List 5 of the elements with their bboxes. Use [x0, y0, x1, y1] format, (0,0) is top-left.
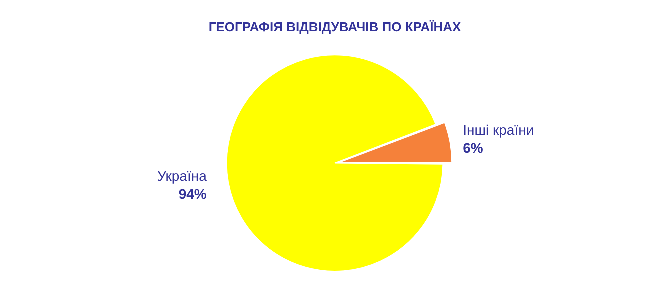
slice-label: Інші країни [463, 122, 534, 138]
chart-title: ГЕОГРАФІЯ ВІДВІДУВАЧІВ ПО КРАЇНАХ [208, 19, 462, 34]
data-label: 94% [178, 186, 208, 202]
slice-label: Україна [157, 168, 208, 184]
data-label: 6% [463, 140, 484, 156]
